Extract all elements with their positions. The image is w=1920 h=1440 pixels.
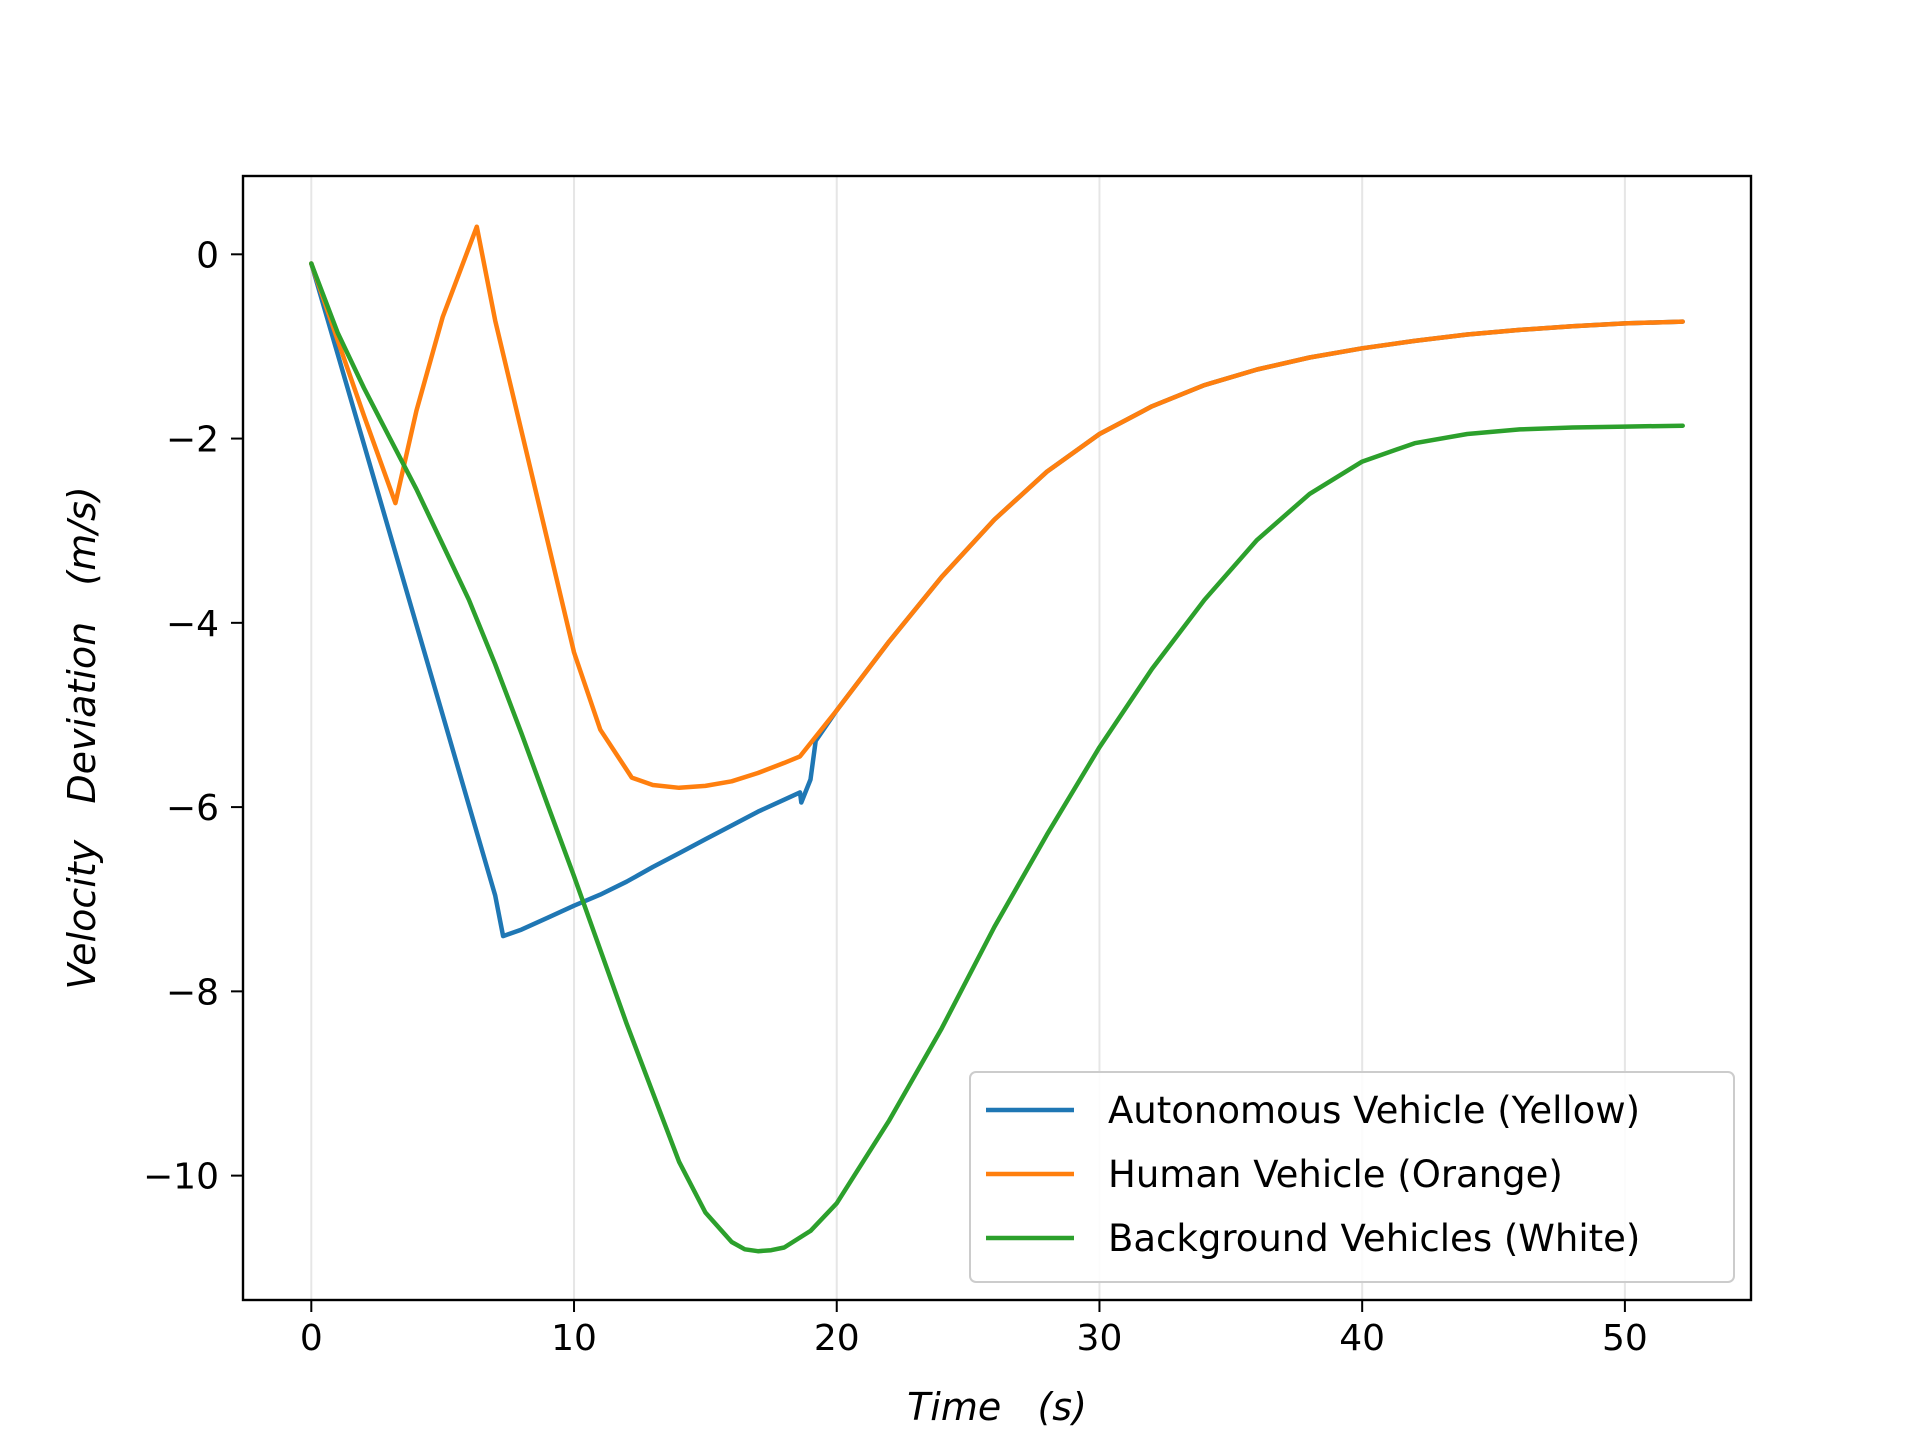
x-axis-ticks: 0 10 20 30 40 50 [300, 1300, 1648, 1359]
series-line-1 [309, 261, 1685, 939]
x-tick-label: 30 [1077, 1318, 1123, 1359]
series-line-2 [309, 224, 1685, 791]
y-tick-label: −2 [166, 420, 219, 461]
legend-label-3: Background Vehicles (White) [1108, 1217, 1640, 1260]
y-tick-label: −10 [143, 1157, 219, 1198]
plot-frame [241, 174, 1753, 1302]
x-tick-label: 0 [300, 1318, 323, 1359]
y-axis-ticks: 0 −2 −4 −6 −8 −10 [143, 235, 243, 1198]
y-tick-label: −8 [166, 972, 219, 1013]
x-tick-label: 20 [814, 1318, 860, 1359]
grid [310, 176, 1626, 1300]
legend-box [969, 1071, 1735, 1283]
legend-label-2: Human Vehicle (Orange) [1108, 1153, 1563, 1196]
x-tick-label: 10 [551, 1318, 597, 1359]
y-axis-label: Velocity Deviation (m/s) [60, 486, 104, 989]
legend-label-1: Autonomous Vehicle (Yellow) [1108, 1089, 1640, 1132]
x-tick-label: 40 [1339, 1318, 1385, 1359]
y-tick-label: 0 [196, 235, 219, 276]
legend: Autonomous Vehicle (Yellow) Human Vehicle… [969, 1071, 1735, 1283]
series-lines [309, 224, 1685, 1254]
series-line-3 [309, 261, 1685, 1254]
y-tick-label: −4 [166, 604, 219, 645]
x-axis-label: Time (s) [907, 1385, 1087, 1429]
x-tick-label: 50 [1602, 1318, 1648, 1359]
y-tick-label: −6 [166, 788, 219, 829]
